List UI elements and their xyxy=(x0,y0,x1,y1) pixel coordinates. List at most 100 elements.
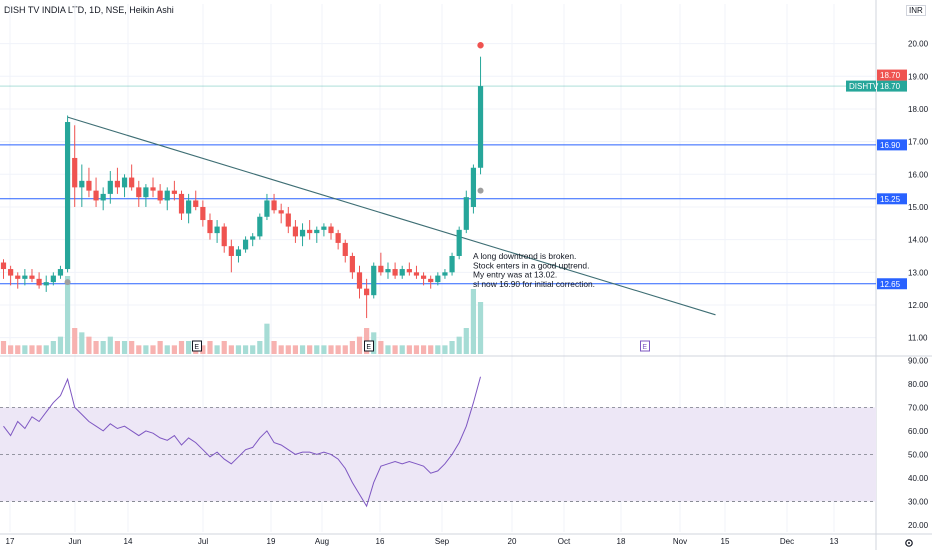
annotation-line: My entry was at 13.02. xyxy=(473,270,557,280)
price-tick-label: 14.00 xyxy=(908,236,929,245)
volume-bar xyxy=(349,341,355,354)
last-price-tag xyxy=(877,69,907,81)
candle-body xyxy=(456,229,462,256)
level-tag xyxy=(877,278,907,290)
earnings-marker xyxy=(640,340,650,352)
candle-body xyxy=(178,193,185,214)
candle-body xyxy=(428,278,434,283)
price-tick-label: 16.00 xyxy=(908,170,929,179)
earnings-marker-label: E xyxy=(194,344,199,351)
candle-body xyxy=(200,206,206,221)
candle-body xyxy=(264,200,270,217)
candle-body xyxy=(0,262,7,270)
volume-bar xyxy=(406,345,412,354)
candle-body xyxy=(114,180,121,188)
time-tick-label: 20 xyxy=(508,537,517,546)
volume-bar xyxy=(378,341,384,354)
candle-body xyxy=(72,157,78,188)
volume-bar xyxy=(456,336,462,354)
volume-bar xyxy=(22,345,28,354)
volume-bar xyxy=(186,341,192,354)
candle-body xyxy=(221,226,227,247)
level-tag xyxy=(877,80,907,92)
candle-body xyxy=(186,200,192,214)
level-tag-label: 18.70 xyxy=(880,82,901,91)
volume-bar xyxy=(150,345,156,354)
volume-bar xyxy=(307,345,313,354)
candle-body xyxy=(442,272,448,276)
candle-body xyxy=(399,269,405,276)
volume-bar xyxy=(299,345,306,354)
candle-body xyxy=(314,229,320,234)
candle-body xyxy=(385,269,391,273)
volume-bar xyxy=(228,345,234,354)
annotation-line: sl now 16.90 for initial correction. xyxy=(473,279,595,289)
candle-body xyxy=(477,86,484,168)
volume-bar xyxy=(207,341,213,354)
last-price-tag-label: 18.70 xyxy=(880,71,901,80)
candle-body xyxy=(214,226,220,234)
volume-bar xyxy=(442,345,448,354)
level-tag xyxy=(877,139,907,151)
marker-dot xyxy=(477,187,484,194)
volume-bar xyxy=(314,345,320,354)
candle-body xyxy=(136,187,142,198)
candle-body xyxy=(157,190,163,201)
candle-body xyxy=(143,187,149,198)
time-tick-label: Jul xyxy=(198,537,208,546)
volume-bar xyxy=(136,345,142,354)
candle-body xyxy=(463,197,469,230)
symbol-tag xyxy=(846,80,876,92)
time-tick-label: 13 xyxy=(830,537,839,546)
candle-body xyxy=(79,180,85,188)
volume-bar xyxy=(257,341,263,354)
time-tick-label: 16 xyxy=(376,537,385,546)
volume-bar xyxy=(50,341,56,354)
candle-body xyxy=(86,180,92,191)
volume-bar xyxy=(214,345,220,354)
volume-bar xyxy=(178,341,185,354)
volume-bar xyxy=(29,345,35,354)
candle-body xyxy=(36,278,42,286)
candle-body xyxy=(57,269,64,276)
level-tag-label: 15.25 xyxy=(880,195,901,204)
candle-body xyxy=(342,242,348,256)
volume-bar xyxy=(64,276,71,354)
gear-icon[interactable] xyxy=(903,537,915,549)
earnings-marker xyxy=(364,340,374,352)
candle-body xyxy=(378,265,384,273)
rsi-tick-label: 50.00 xyxy=(908,450,929,459)
volume-bar xyxy=(0,341,7,354)
candle-body xyxy=(29,275,35,279)
volume-bar xyxy=(399,345,405,354)
volume-bar xyxy=(143,345,149,354)
candle-body xyxy=(250,236,256,240)
volume-bar xyxy=(36,345,42,354)
candle-body xyxy=(228,246,234,256)
candle-body xyxy=(470,167,477,207)
candle-body xyxy=(207,220,213,234)
price-tick-label: 12.00 xyxy=(908,301,929,310)
candle-body xyxy=(129,177,135,188)
candle-body xyxy=(307,229,313,234)
candle-body xyxy=(22,275,28,279)
candle-body xyxy=(285,213,291,227)
rsi-tick-label: 30.00 xyxy=(908,497,929,506)
volume-bar xyxy=(342,345,348,354)
volume-bar xyxy=(164,345,170,354)
price-tick-label: 17.00 xyxy=(908,138,929,147)
symbol-tag-label: DISHTV xyxy=(849,82,879,91)
candle-body xyxy=(435,275,441,283)
candle-body xyxy=(420,275,427,279)
candle-body xyxy=(257,216,263,237)
currency-badge[interactable]: INR xyxy=(906,5,926,16)
candle-body xyxy=(449,255,455,273)
time-tick-label: 14 xyxy=(124,537,133,546)
rsi-tick-label: 70.00 xyxy=(908,403,929,412)
candle-body xyxy=(43,282,49,286)
time-tick-label: Dec xyxy=(780,537,794,546)
volume-bar xyxy=(86,336,92,354)
volume-bar xyxy=(114,341,121,354)
candle-body xyxy=(171,190,177,194)
